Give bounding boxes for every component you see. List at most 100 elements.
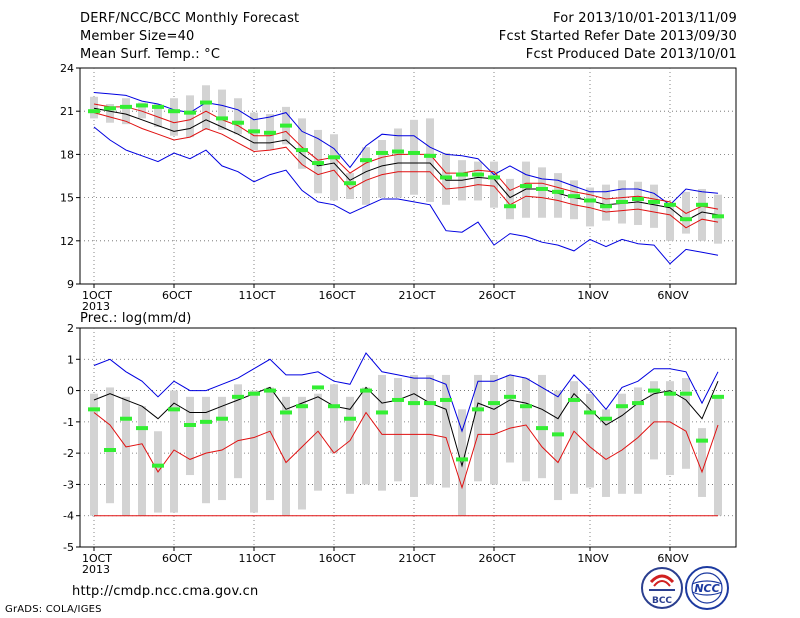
observed-marker xyxy=(440,397,452,402)
observed-marker xyxy=(408,150,420,155)
member-range-bar xyxy=(714,396,722,516)
member-range-bar xyxy=(330,134,338,201)
spread-lower-line xyxy=(93,112,719,229)
member-range-bar xyxy=(314,393,322,491)
member-range-bar xyxy=(394,378,402,482)
observed-marker xyxy=(248,129,260,134)
member-range-bar xyxy=(490,374,498,485)
observed-marker xyxy=(152,104,164,109)
member-range-bar xyxy=(234,384,242,479)
member-range-bar xyxy=(154,104,162,128)
observed-marker xyxy=(520,184,532,189)
member-size: Member Size=40 xyxy=(80,29,195,44)
observed-marker xyxy=(536,426,548,431)
observed-marker xyxy=(472,172,484,177)
member-range-bar xyxy=(218,396,226,501)
observed-marker xyxy=(168,109,180,114)
member-range-bar xyxy=(698,428,706,497)
observed-marker xyxy=(216,116,228,121)
observed-marker xyxy=(600,416,612,421)
observed-marker xyxy=(216,416,228,421)
member-range-bar xyxy=(602,184,610,221)
ensemble-mean-line xyxy=(93,381,719,468)
member-range-bar xyxy=(682,378,690,469)
x-tick-label: 16OCT xyxy=(318,289,355,302)
member-range-bar xyxy=(490,161,498,208)
observed-marker xyxy=(344,181,356,186)
observed-marker xyxy=(632,401,644,406)
observed-marker xyxy=(88,109,100,114)
y-tick-label: -1 xyxy=(63,416,74,429)
member-range-bar xyxy=(362,387,370,485)
member-range-bar xyxy=(602,409,610,497)
ensemble-mean-line xyxy=(93,107,719,222)
observed-marker xyxy=(120,416,132,421)
member-range-bar xyxy=(714,194,722,244)
member-range-bar xyxy=(682,191,690,234)
observed-marker xyxy=(616,199,628,204)
x-tick-label: 6NOV xyxy=(657,289,689,302)
y-tick-label: -5 xyxy=(63,541,74,554)
member-range-bar xyxy=(618,393,626,494)
x-tick-label: 21OCT xyxy=(398,289,435,302)
source-url[interactable]: http://cmdp.ncc.cma.gov.cn xyxy=(72,584,259,599)
observed-marker xyxy=(328,404,340,409)
member-range-bar xyxy=(362,147,370,205)
member-range-bar xyxy=(586,187,594,227)
observed-marker xyxy=(648,388,660,393)
observed-marker xyxy=(712,394,724,399)
member-range-bar xyxy=(106,104,114,123)
y-tick-label: 2 xyxy=(67,322,74,335)
observed-marker xyxy=(584,410,596,415)
observed-marker xyxy=(200,419,212,424)
ncc-logo: NCC xyxy=(685,566,729,610)
member-range-bar xyxy=(506,374,514,463)
forecast-period: For 2013/10/01-2013/11/09 xyxy=(553,11,737,26)
member-range-bar xyxy=(138,406,146,516)
observed-marker xyxy=(296,148,308,153)
observed-marker xyxy=(248,391,260,396)
observed-marker xyxy=(488,175,500,180)
y-tick-label: 15 xyxy=(60,192,74,205)
spread-lower-line xyxy=(93,411,719,490)
member-range-bar xyxy=(202,396,210,504)
observed-marker xyxy=(152,463,164,468)
member-range-bar xyxy=(266,387,274,501)
observed-marker xyxy=(120,104,132,109)
temperature-plot: 9 12 15 18 21 24 1OCT 6OCT 11OCT 16OCT 21OCT 26OCT 1… xyxy=(60,62,737,313)
envelope-max-line xyxy=(93,92,719,206)
member-range-bar xyxy=(122,98,130,125)
member-range-bar xyxy=(586,393,594,488)
fcst-started-date: Fcst Started Refer Date 2013/09/30 xyxy=(498,29,737,44)
observed-marker xyxy=(568,194,580,199)
x-tick-label: 11OCT xyxy=(238,552,275,565)
observed-marker xyxy=(184,110,196,115)
observed-marker xyxy=(88,407,100,412)
x-tick-label: 6NOV xyxy=(657,552,689,565)
temperature-label: Mean Surf. Temp.: °C xyxy=(80,47,221,62)
observed-marker xyxy=(536,186,548,191)
svg-text:BCC: BCC xyxy=(652,596,672,606)
member-range-bar xyxy=(330,384,338,454)
member-range-bar xyxy=(634,181,642,225)
observed-marker xyxy=(696,438,708,443)
member-range-bar xyxy=(650,381,658,460)
observed-marker xyxy=(440,175,452,180)
observed-marker xyxy=(104,448,116,453)
observed-marker xyxy=(280,123,292,128)
observed-marker xyxy=(456,172,468,177)
observed-marker xyxy=(712,214,724,219)
x-tick-label: 6OCT xyxy=(162,552,192,565)
member-range-bar xyxy=(346,173,354,200)
member-range-bar xyxy=(554,390,562,501)
observed-marker xyxy=(504,394,516,399)
member-range-bar xyxy=(186,396,194,476)
member-range-bar xyxy=(522,378,530,482)
member-range-bar xyxy=(474,374,482,482)
x-tick-label: 21OCT xyxy=(398,552,435,565)
observed-marker xyxy=(664,391,676,396)
member-range-bar xyxy=(170,98,178,136)
observed-marker xyxy=(456,457,468,462)
member-range-bar xyxy=(378,140,386,198)
